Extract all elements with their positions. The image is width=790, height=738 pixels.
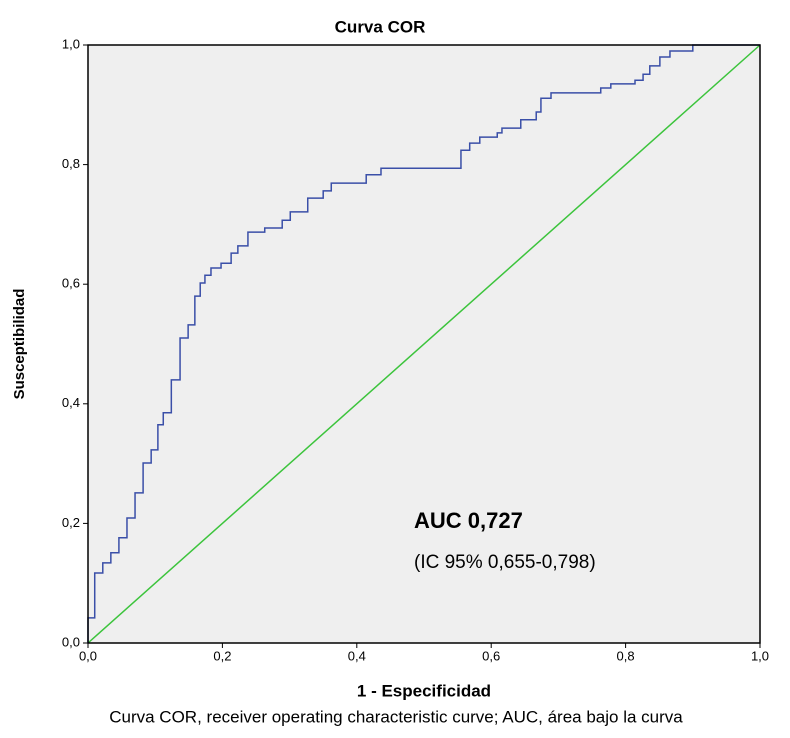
x-tick-label: 0,0 — [79, 648, 97, 663]
auc-annotation: AUC 0,727 — [414, 508, 523, 533]
y-tick-label: 1,0 — [62, 36, 80, 51]
ci-annotation: (IC 95% 0,655-0,798) — [414, 552, 596, 573]
y-axis-label: Susceptibilidad — [11, 289, 28, 400]
x-axis-label: 1 - Especificidad — [357, 681, 491, 700]
y-tick-label: 0,2 — [62, 515, 80, 530]
caption: Curva COR, receiver operating characteri… — [109, 707, 683, 726]
y-tick-label: 0,0 — [62, 634, 80, 649]
series-line — [87, 44, 761, 644]
x-tick-label: 0,2 — [213, 648, 231, 663]
x-tick-label: 1,0 — [751, 648, 769, 663]
x-tick-label: 0,4 — [348, 648, 366, 663]
y-tick-label: 0,8 — [62, 156, 80, 171]
chart-title: Curva COR — [335, 17, 426, 36]
x-tick-label: 0,6 — [482, 648, 500, 663]
series-line — [87, 44, 760, 643]
plot-border — [87, 44, 761, 644]
x-tick-label: 0,8 — [617, 648, 635, 663]
y-tick-label: 0,4 — [62, 395, 80, 410]
y-tick-label: 0,6 — [62, 276, 80, 291]
